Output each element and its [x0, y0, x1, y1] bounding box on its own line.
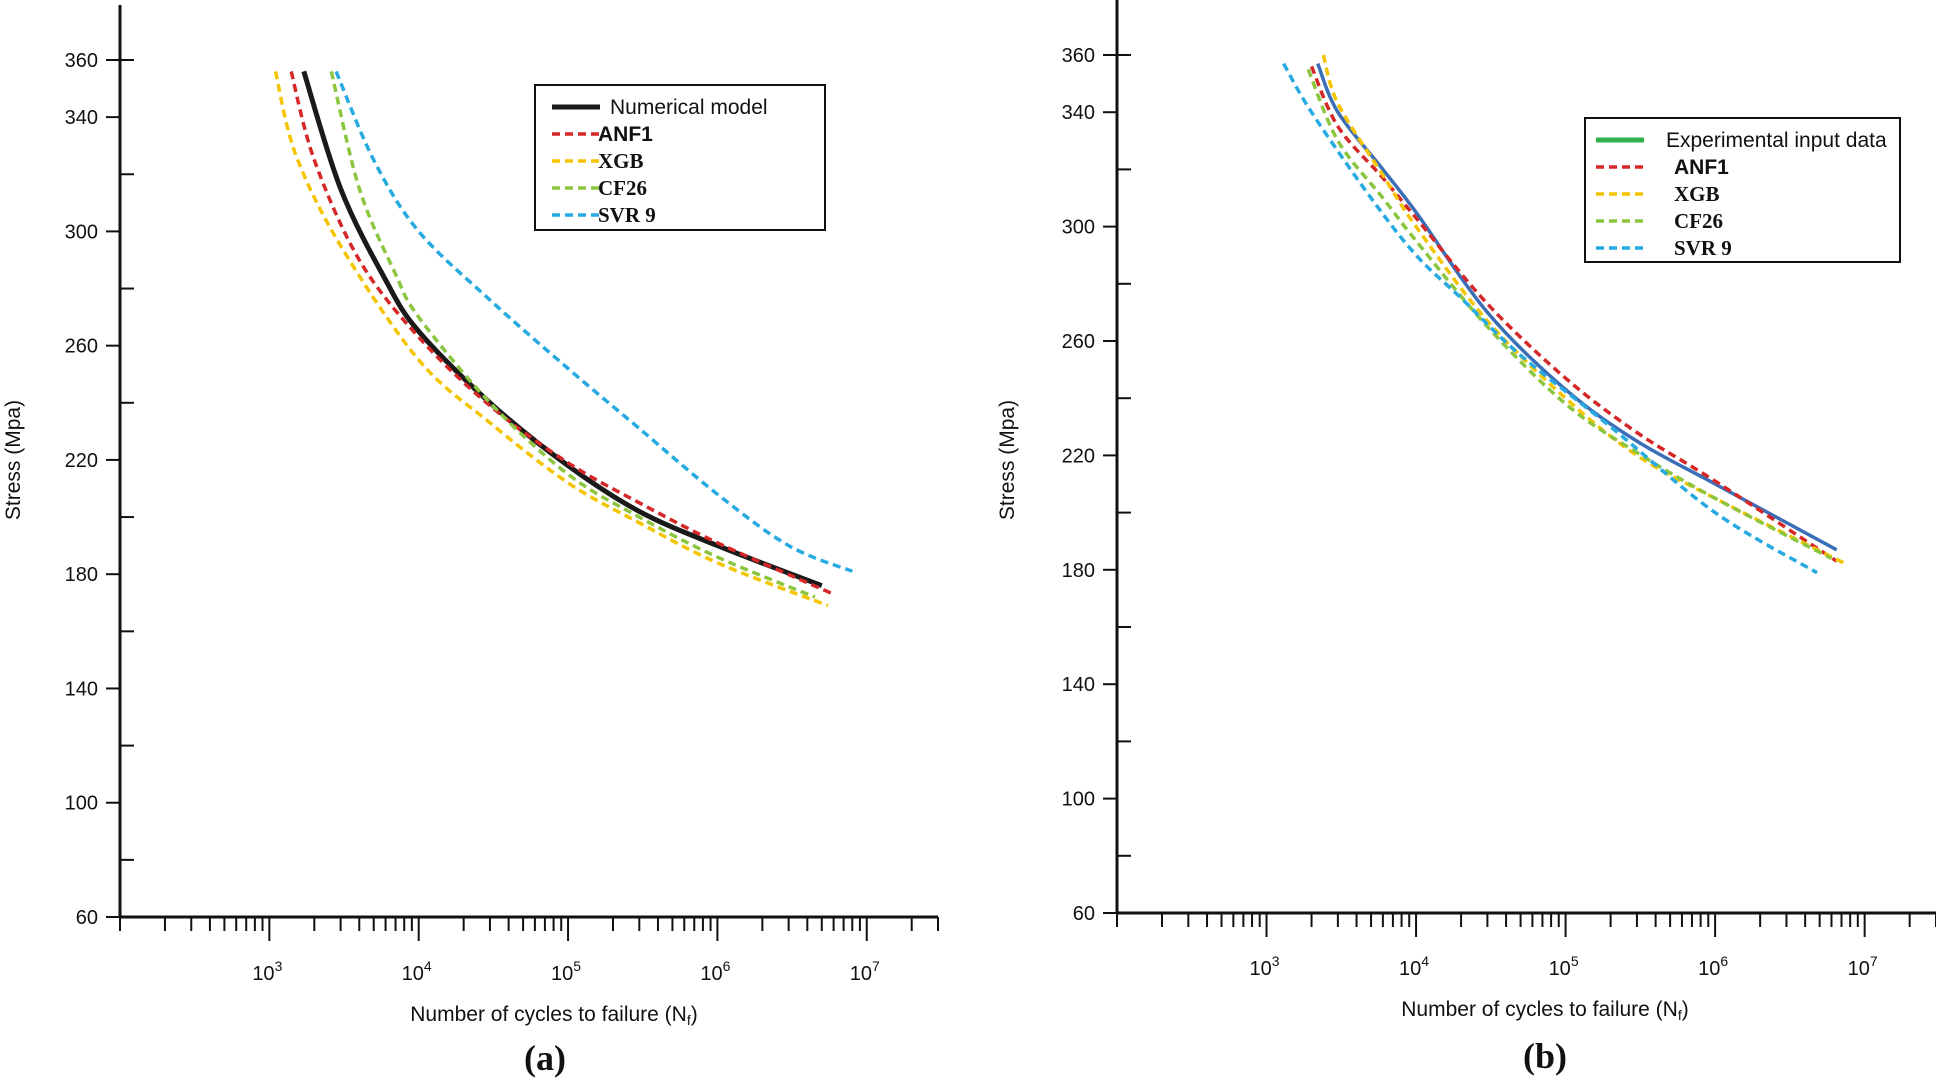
series-line-svr-9	[334, 70, 853, 573]
y-tick-label: 260	[65, 336, 98, 358]
legend: Numerical model ANF1 XGB CF26 SVR 9	[534, 84, 826, 231]
x-tick-label: 105	[1549, 953, 1579, 980]
legend-label: ANF1	[1674, 156, 1729, 179]
y-tick-label: 300	[65, 221, 98, 243]
y-tick-label: 140	[65, 678, 98, 700]
y-tick-label: 60	[1073, 903, 1095, 925]
y-tick-label: 100	[1062, 789, 1095, 811]
y-tick-label: 300	[1062, 217, 1095, 239]
y-tick-label: 100	[65, 793, 98, 815]
x-tick-label: 106	[700, 958, 730, 985]
chart-panel-a: 60 100 140 180 220 260 300 340 360 103 104 105 106 10…	[2, 5, 939, 1078]
x-tick-label: 104	[1399, 953, 1429, 980]
y-tick-label: 260	[1062, 331, 1095, 353]
legend-label: Experimental input data	[1666, 129, 1887, 152]
panel-label: (b)	[1523, 1036, 1567, 1076]
legend-label: CF26	[1674, 209, 1723, 233]
x-tick-label: 104	[402, 958, 432, 985]
series-line-svr-9	[1282, 62, 1818, 575]
x-tick-label: 103	[252, 958, 282, 985]
x-axis-label: Number of cycles to failure (Nf)	[1401, 998, 1688, 1023]
series-line-cf26	[1306, 68, 1833, 560]
legend-label: CF26	[598, 176, 647, 200]
x-tick-label: 106	[1698, 953, 1728, 980]
y-tick-label: 140	[1062, 674, 1095, 696]
x-axis-label: Number of cycles to failure (Nf)	[410, 1003, 697, 1028]
series-line-anf1	[1309, 65, 1838, 563]
y-tick-label: 340	[65, 107, 98, 129]
panel-label: (a)	[524, 1038, 566, 1078]
y-axis-label: Stress (Mpa)	[996, 400, 1019, 520]
legend-label: SVR 9	[598, 203, 656, 227]
series-line-anf1	[289, 70, 835, 596]
y-tick-label: 360	[65, 50, 98, 72]
y-tick-label: 220	[65, 450, 98, 472]
legend-label: XGB	[598, 149, 644, 173]
x-tick-label: 103	[1250, 953, 1280, 980]
y-tick-label: 60	[76, 907, 98, 929]
y-axis-label: Stress (Mpa)	[2, 400, 25, 520]
legend-box	[534, 84, 826, 231]
y-tick-label: 340	[1062, 102, 1095, 124]
y-tick-label: 360	[1062, 45, 1095, 67]
x-tick-label: 107	[850, 958, 880, 985]
x-tick-label: 107	[1848, 953, 1878, 980]
series-line-cf26	[329, 70, 816, 599]
series-line-numerical-model	[301, 70, 823, 588]
chart-panel-b: 60 100 140 180 220 260 300 340 360 103 104 105 106 10…	[996, 0, 1936, 1076]
y-tick-label: 220	[1062, 445, 1095, 467]
y-tick-label: 180	[1062, 560, 1095, 582]
legend-label: Numerical model	[610, 96, 768, 119]
series-line-xgb	[273, 70, 829, 608]
legend: Experimental input data ANF1 XGB CF26 SVR 9	[1584, 117, 1901, 263]
legend-label: ANF1	[598, 123, 653, 146]
x-tick-label: 105	[551, 958, 581, 985]
legend-label: XGB	[1674, 182, 1720, 206]
y-tick-label: 180	[65, 564, 98, 586]
legend-label: SVR 9	[1674, 236, 1732, 260]
